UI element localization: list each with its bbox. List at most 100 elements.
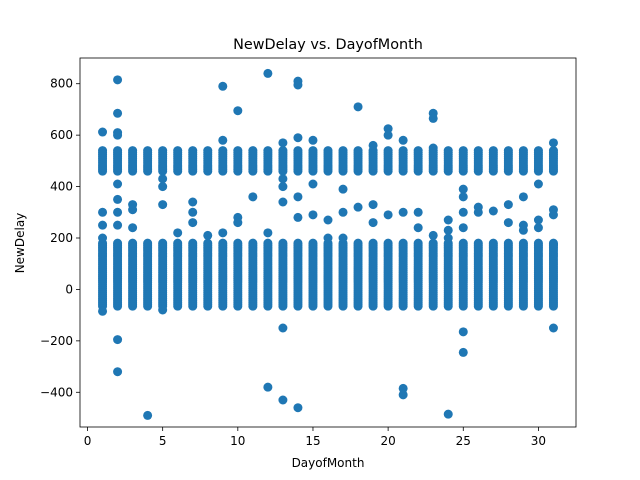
data-point [233,238,243,248]
data-point [368,140,378,150]
data-point [458,184,468,194]
data-point [248,192,258,202]
x-tick-label: 15 [305,434,320,448]
data-point [203,238,213,248]
data-point [98,207,108,217]
data-point [173,238,183,248]
y-axis-label: NewDelay [13,213,27,274]
data-point [158,146,168,156]
data-point [248,238,258,248]
data-point [143,410,153,420]
plot-frame [79,57,577,428]
data-point [323,215,333,225]
data-point [113,220,123,230]
data-point [293,238,303,248]
data-point [398,238,408,248]
data-point [548,138,558,148]
x-tick-label: 0 [84,434,92,448]
data-point [353,146,363,156]
data-point [203,230,213,240]
x-tick-label: 5 [159,434,167,448]
data-point [548,323,558,333]
data-point [128,146,138,156]
data-point [533,223,543,233]
data-point [488,206,498,216]
data-point [278,238,288,248]
data-point [188,197,198,207]
data-point [383,124,393,134]
data-point [308,238,318,248]
y-tick-label: −200 [40,334,73,348]
data-point [98,306,108,316]
data-point [443,409,453,419]
data-point [398,146,408,156]
data-point [398,135,408,145]
data-point [413,223,423,233]
data-point [428,230,438,240]
data-point [98,127,108,137]
x-tick-label: 20 [380,434,395,448]
data-point [383,146,393,156]
data-point [443,233,453,243]
x-axis-ticks: 0 5 10 15 20 25 30 [84,427,546,448]
data-point [143,238,153,248]
data-point [428,143,438,153]
data-point [188,207,198,217]
data-point [158,200,168,210]
data-point [263,238,273,248]
data-point [518,225,528,235]
data-point [113,194,123,204]
data-point [428,238,438,248]
data-point [293,146,303,156]
data-point [413,238,423,248]
data-point [428,113,438,123]
data-point [518,192,528,202]
data-point [173,146,183,156]
data-point [503,218,513,228]
data-point [368,238,378,248]
data-point [113,108,123,118]
y-axis-ticks: −400 −200 0 200 400 600 800 [40,77,80,399]
data-point [353,202,363,212]
data-point [263,68,273,78]
y-tick-label: −400 [40,385,73,399]
data-point [518,238,528,248]
data-point [458,347,468,357]
data-point [218,135,228,145]
data-point [278,182,288,192]
data-point [278,174,288,184]
data-point [533,179,543,189]
data-point [293,80,303,90]
data-point [158,238,168,248]
data-point [218,228,228,238]
y-tick-label: 800 [50,77,73,91]
data-point [218,238,228,248]
data-point [473,146,483,156]
data-point [98,220,108,230]
data-point [293,212,303,222]
data-point [293,192,303,202]
data-point [263,382,273,392]
data-point [518,146,528,156]
data-point [548,239,558,249]
data-point [233,218,243,228]
data-point [458,192,468,202]
data-point [488,146,498,156]
data-point [278,197,288,207]
data-point [308,135,318,145]
data-point [398,390,408,400]
y-tick-label: 400 [50,180,73,194]
data-point [533,146,543,156]
data-point [398,207,408,217]
data-point [248,146,258,156]
data-point [308,179,318,189]
data-point [383,130,393,140]
data-point [368,218,378,228]
data-point [413,146,423,156]
data-point [128,238,138,248]
data-point [188,146,198,156]
data-point [293,403,303,413]
data-point [158,174,168,184]
data-point [158,305,168,315]
